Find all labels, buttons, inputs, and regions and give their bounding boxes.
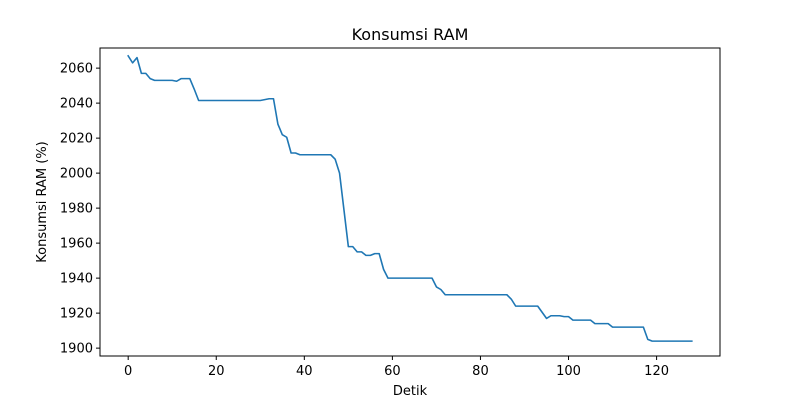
x-tick-label: 80 — [472, 364, 489, 379]
plot-area — [100, 48, 720, 356]
y-tick-label: 1900 — [60, 342, 93, 357]
x-axis: 0 20 40 60 80 100 120 — [124, 356, 669, 379]
plot-frame — [99, 47, 721, 357]
x-tick-label: 120 — [644, 364, 669, 379]
x-tick-label: 20 — [208, 364, 225, 379]
chart-title: Konsumsi RAM — [352, 25, 469, 44]
y-axis: 1900 1920 1940 1960 1980 2000 2020 2040 2060 — [60, 62, 100, 357]
x-tick-label: 60 — [384, 364, 401, 379]
series-line-0 — [127, 54, 693, 342]
y-tick-label: 2000 — [60, 167, 93, 182]
series-layer — [127, 54, 693, 342]
y-axis-label: Konsumsi RAM (%) — [35, 141, 50, 263]
y-tick-label: 2060 — [60, 62, 93, 77]
y-tick-label: 1940 — [60, 272, 93, 287]
x-tick-label: 100 — [556, 364, 581, 379]
x-tick-label: 40 — [296, 364, 313, 379]
y-tick-label: 1920 — [60, 307, 93, 322]
y-tick-label: 1960 — [60, 237, 93, 252]
y-tick-label: 1980 — [60, 202, 93, 217]
x-tick-label: 0 — [124, 364, 132, 379]
y-tick-label: 2020 — [60, 132, 93, 147]
x-axis-label: Detik — [393, 384, 428, 399]
y-tick-label: 2040 — [60, 97, 93, 112]
